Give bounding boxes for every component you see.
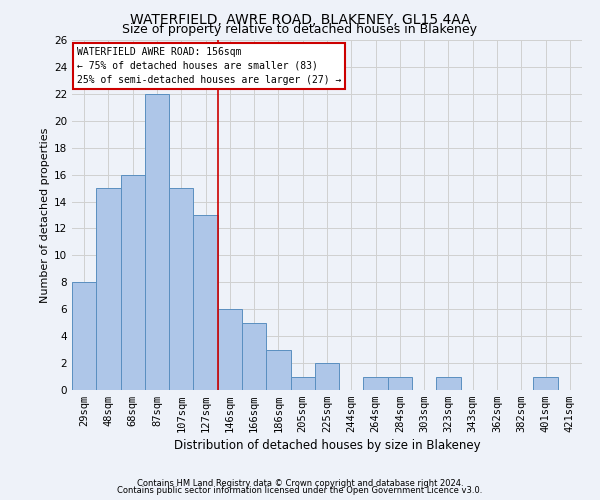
Bar	[436, 376, 461, 390]
Bar	[218, 309, 242, 390]
Text: WATERFIELD, AWRE ROAD, BLAKENEY, GL15 4AA: WATERFIELD, AWRE ROAD, BLAKENEY, GL15 4A…	[130, 12, 470, 26]
Bar	[169, 188, 193, 390]
Text: Contains public sector information licensed under the Open Government Licence v3: Contains public sector information licen…	[118, 486, 482, 495]
Bar	[96, 188, 121, 390]
Text: WATERFIELD AWRE ROAD: 156sqm
← 75% of detached houses are smaller (83)
25% of se: WATERFIELD AWRE ROAD: 156sqm ← 75% of de…	[77, 47, 341, 85]
X-axis label: Distribution of detached houses by size in Blakeney: Distribution of detached houses by size …	[173, 440, 481, 452]
Bar	[533, 376, 558, 390]
Bar	[315, 363, 339, 390]
Bar	[290, 376, 315, 390]
Bar	[242, 322, 266, 390]
Y-axis label: Number of detached properties: Number of detached properties	[40, 128, 50, 302]
Bar	[121, 174, 145, 390]
Bar	[72, 282, 96, 390]
Bar	[388, 376, 412, 390]
Text: Size of property relative to detached houses in Blakeney: Size of property relative to detached ho…	[122, 24, 478, 36]
Bar	[145, 94, 169, 390]
Bar	[193, 215, 218, 390]
Text: Contains HM Land Registry data © Crown copyright and database right 2024.: Contains HM Land Registry data © Crown c…	[137, 478, 463, 488]
Bar	[266, 350, 290, 390]
Bar	[364, 376, 388, 390]
